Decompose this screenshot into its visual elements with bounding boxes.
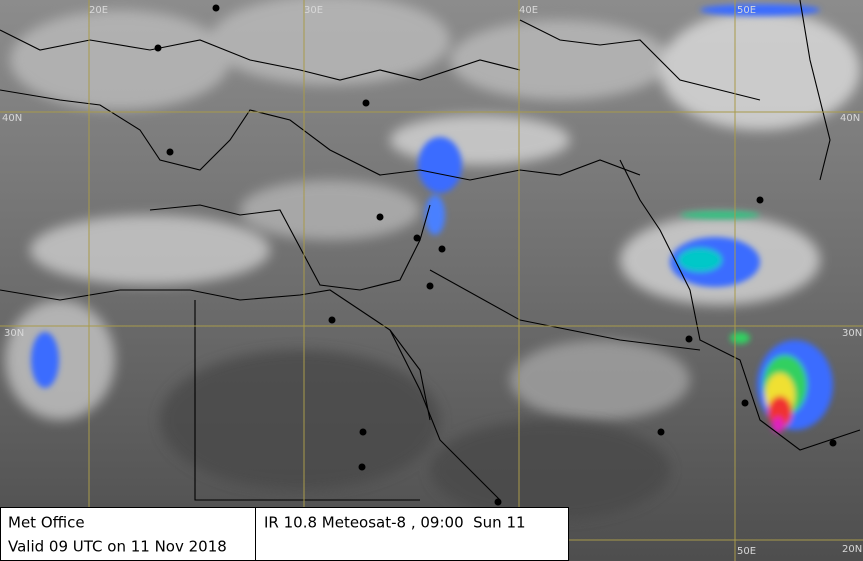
g bbox=[31, 4, 833, 433]
circle bbox=[756, 196, 764, 204]
coastlines bbox=[0, 0, 860, 500]
ellipse bbox=[390, 115, 570, 165]
lon-label: 20E bbox=[89, 5, 108, 16]
ellipse bbox=[450, 20, 670, 100]
ellipse bbox=[510, 340, 690, 420]
cities bbox=[154, 4, 837, 506]
rect bbox=[255, 507, 569, 561]
circle bbox=[359, 428, 367, 436]
circle bbox=[376, 213, 384, 221]
circle bbox=[494, 498, 502, 506]
circle bbox=[413, 234, 421, 242]
circle bbox=[358, 463, 366, 471]
ellipse bbox=[700, 4, 820, 16]
ellipse bbox=[660, 10, 860, 130]
ellipse bbox=[31, 332, 59, 388]
product-label: IR 10.8 Meteosat-8 , 09:00 Sun 11 bbox=[264, 514, 526, 532]
ellipse bbox=[5, 300, 115, 420]
path bbox=[0, 289, 501, 501]
g bbox=[5, 0, 860, 420]
circle bbox=[829, 439, 837, 447]
circle bbox=[657, 428, 665, 436]
circle bbox=[166, 148, 174, 156]
ellipse bbox=[425, 195, 445, 235]
circle bbox=[328, 316, 336, 324]
g bbox=[160, 350, 670, 520]
lat-label: 30N bbox=[842, 328, 862, 339]
path bbox=[149, 204, 431, 291]
source-label: Met Office bbox=[8, 514, 85, 532]
lon-label: 50E bbox=[737, 546, 756, 557]
path bbox=[0, 89, 641, 181]
info-box: Met Office Valid 09 UTC on 11 Nov 2018 I… bbox=[0, 507, 569, 561]
valid-time: Valid 09 UTC on 11 Nov 2018 bbox=[8, 538, 227, 556]
circle bbox=[685, 335, 693, 343]
circle bbox=[362, 99, 370, 107]
ellipse bbox=[160, 350, 440, 490]
ellipse bbox=[730, 332, 750, 344]
path bbox=[619, 159, 861, 451]
ellipse bbox=[30, 215, 270, 285]
path bbox=[194, 300, 420, 501]
circle bbox=[438, 245, 446, 253]
path bbox=[0, 29, 521, 81]
lon-label: 40E bbox=[519, 5, 538, 16]
lat-label: 40N bbox=[840, 113, 860, 124]
path bbox=[429, 269, 701, 351]
lat-label: 30N bbox=[4, 328, 24, 339]
lon-label: 50E bbox=[737, 5, 756, 16]
ellipse bbox=[418, 137, 462, 193]
ellipse bbox=[678, 248, 722, 272]
lat-label: 40N bbox=[2, 113, 22, 124]
lon-label: 30E bbox=[304, 5, 323, 16]
ellipse bbox=[10, 10, 230, 110]
circle bbox=[426, 282, 434, 290]
circle bbox=[154, 44, 162, 52]
ellipse bbox=[680, 211, 760, 219]
path bbox=[799, 0, 831, 181]
ellipse bbox=[430, 420, 670, 520]
lat-label: 20N bbox=[842, 544, 862, 555]
path bbox=[389, 329, 431, 421]
ellipse bbox=[772, 417, 784, 433]
path bbox=[519, 19, 761, 101]
circle bbox=[741, 399, 749, 407]
ellipse bbox=[240, 180, 420, 240]
circle bbox=[212, 4, 220, 12]
